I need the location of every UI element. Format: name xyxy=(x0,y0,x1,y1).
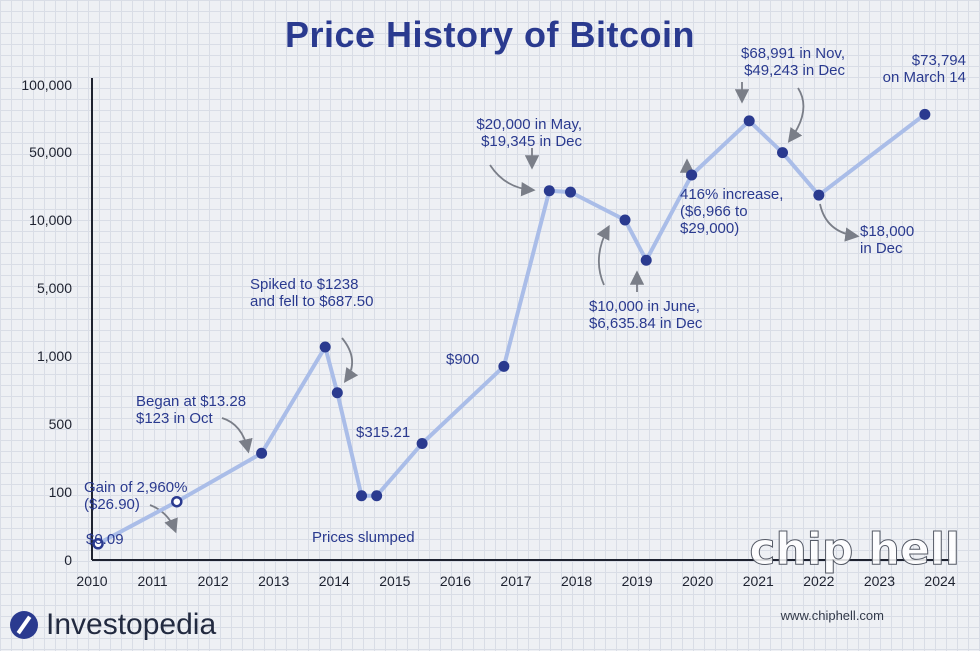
annotation-label: Prices slumped xyxy=(312,529,415,546)
y-tick-label: 10,000 xyxy=(29,212,72,228)
chart-title: Price History of Bitcoin xyxy=(284,14,696,55)
x-axis-ticks: 2010 2011 2012 2013 2014 2015 2016 2017 2018 2019… xyxy=(76,573,955,589)
annotation-label: $315.21 xyxy=(356,424,410,441)
data-point xyxy=(565,186,577,198)
brand-name: Investopedia xyxy=(46,608,217,641)
investopedia-logo: Investopedia xyxy=(10,605,216,645)
annotation-label: Spiked to $1238 and fell to $687.50 xyxy=(250,276,373,310)
x-tick-label: 2013 xyxy=(258,573,289,589)
x-tick-label: 2011 xyxy=(138,573,168,589)
annotation-arrow xyxy=(819,203,860,242)
y-tick-label: 0 xyxy=(64,552,72,568)
x-tick-label: 2016 xyxy=(440,573,471,589)
x-tick-label: 2017 xyxy=(500,573,531,589)
annotation-label: 416% increase, ($6,966 to $29,000) xyxy=(680,186,783,237)
annotation-arrow xyxy=(341,337,359,383)
data-point xyxy=(813,189,825,201)
data-point xyxy=(256,447,268,459)
annotation-label: $18,000 in Dec xyxy=(860,223,914,257)
x-tick-label: 2024 xyxy=(924,573,955,589)
annotation-label: Gain of 2,960% ($26.90) xyxy=(84,479,187,513)
series-polyline xyxy=(97,112,927,546)
x-tick-label: 2014 xyxy=(319,573,350,589)
annotation-arrow xyxy=(149,504,178,534)
annotation-arrow xyxy=(596,224,610,286)
data-point xyxy=(640,254,652,266)
chiphell-watermark: chip hell xyxy=(749,524,961,575)
data-point xyxy=(498,360,510,372)
annotation-label: Began at $13.28 $123 in Oct xyxy=(136,393,246,427)
annotation-label: $900 xyxy=(446,351,479,368)
data-point xyxy=(171,495,183,508)
data-point xyxy=(743,115,755,127)
data-point xyxy=(619,214,631,226)
data-points xyxy=(92,108,931,550)
annotation-label: $68,991 in Nov, $49,243 in Dec xyxy=(741,45,845,79)
x-tick-label: 2022 xyxy=(803,573,834,589)
watermark-url: www.chiphell.com xyxy=(780,608,884,623)
data-point xyxy=(319,341,331,353)
data-point xyxy=(777,147,789,159)
series-line xyxy=(97,112,927,546)
data-point xyxy=(686,169,698,181)
x-tick-label: 2010 xyxy=(76,573,107,589)
y-axis-ticks: 0 100 500 1,000 5,000 10,000 50,000 100,000 xyxy=(21,77,72,568)
annotation-label: $73,794 on March 14 xyxy=(883,52,966,86)
y-tick-label: 50,000 xyxy=(29,144,72,160)
axes xyxy=(91,78,950,561)
annotation-arrow xyxy=(221,417,253,454)
annotation-label: $20,000 in May, $19,345 in Dec xyxy=(476,116,582,150)
annotation-label: $10,000 in June, $6,635.84 in Dec xyxy=(589,298,703,332)
annotation-arrow xyxy=(489,164,536,197)
data-point xyxy=(416,437,428,449)
data-point xyxy=(356,490,368,502)
y-tick-label: 100 xyxy=(49,484,73,500)
x-tick-label: 2012 xyxy=(198,573,229,589)
data-point xyxy=(92,538,104,550)
annotation-label: $0.09 xyxy=(86,531,124,548)
annotation-arrows xyxy=(149,82,860,534)
data-point xyxy=(371,490,383,502)
x-tick-label: 2021 xyxy=(743,573,774,589)
x-tick-label: 2018 xyxy=(561,573,592,589)
x-tick-label: 2023 xyxy=(864,573,895,589)
data-point xyxy=(331,387,343,399)
data-point xyxy=(919,108,931,120)
x-tick-label: 2019 xyxy=(622,573,653,589)
investopedia-mark-icon xyxy=(10,611,38,639)
y-tick-label: 1,000 xyxy=(37,348,72,364)
y-tick-label: 500 xyxy=(49,416,73,432)
x-tick-label: 2015 xyxy=(379,573,410,589)
x-tick-label: 2020 xyxy=(682,573,713,589)
y-tick-label: 100,000 xyxy=(21,77,72,93)
annotations: $0.09 Gain of 2,960% ($26.90) Began at $13.… xyxy=(84,45,966,548)
annotation-arrow xyxy=(787,87,805,143)
y-tick-label: 5,000 xyxy=(37,280,72,296)
data-point xyxy=(543,185,555,197)
